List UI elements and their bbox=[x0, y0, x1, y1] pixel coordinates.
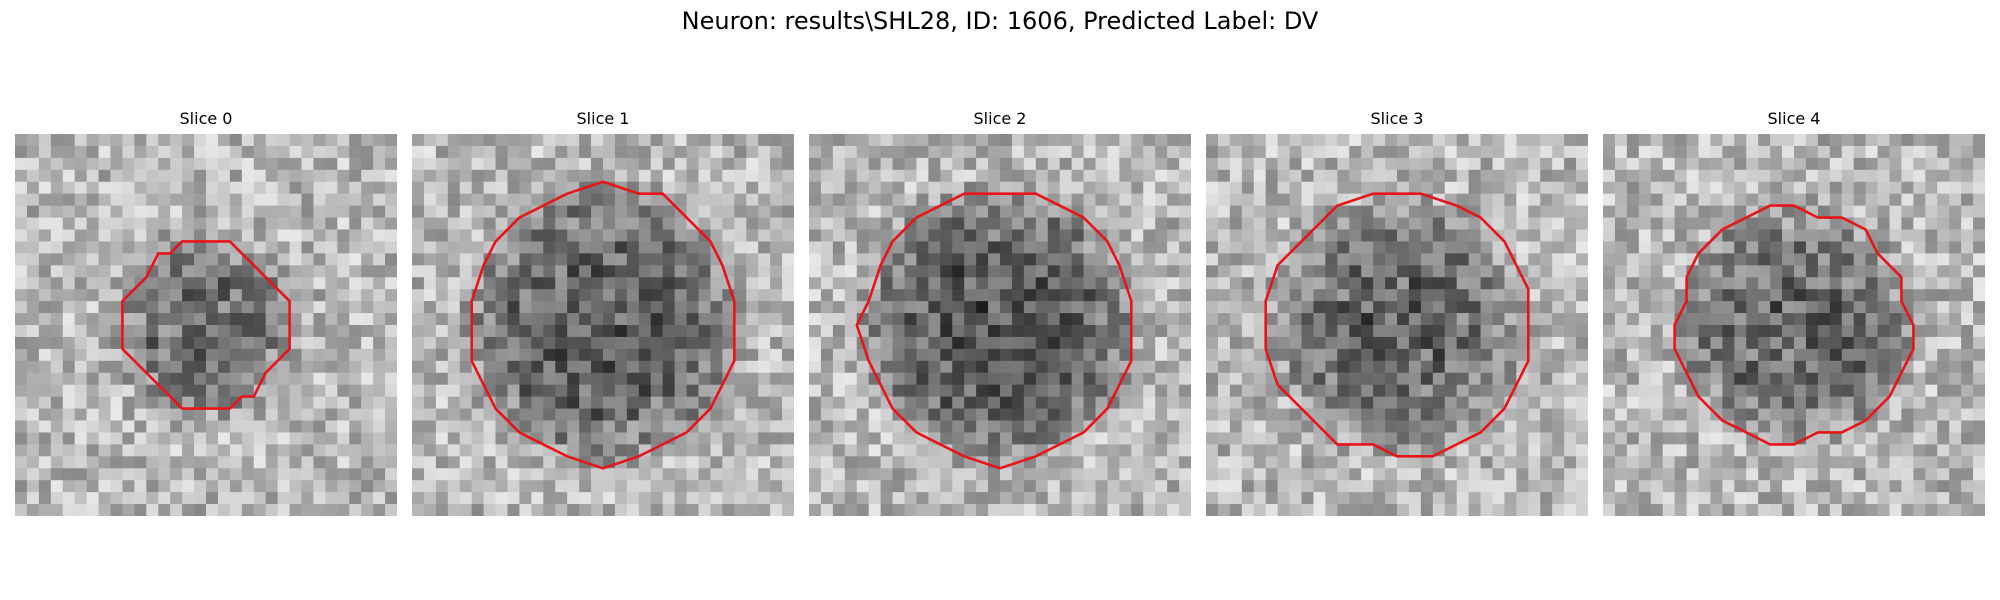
slice-title: Slice 4 bbox=[1767, 109, 1821, 128]
pixel-grid bbox=[1603, 134, 1985, 516]
slice-image bbox=[809, 134, 1191, 516]
pixel-grid bbox=[15, 134, 397, 516]
pixel-grid bbox=[1206, 134, 1588, 516]
slice-image bbox=[1603, 134, 1985, 516]
pixel-grid bbox=[809, 134, 1191, 516]
segmentation-contour bbox=[855, 192, 1133, 470]
figure-title: Neuron: results\SHL28, ID: 1606, Predict… bbox=[681, 7, 1319, 35]
slice-title: Slice 2 bbox=[973, 109, 1027, 128]
segmentation-contour bbox=[121, 240, 291, 410]
slice-image bbox=[15, 134, 397, 516]
slice-panel-3: Slice 3 bbox=[1206, 109, 1588, 519]
slice-image bbox=[412, 134, 794, 516]
slice-image bbox=[1206, 134, 1588, 516]
pixel-grid bbox=[412, 134, 794, 516]
slice-title: Slice 0 bbox=[179, 109, 233, 128]
slice-title: Slice 1 bbox=[576, 109, 630, 128]
segmentation-contour bbox=[1673, 204, 1915, 446]
segmentation-contour bbox=[470, 180, 736, 470]
slice-panel-4: Slice 4 bbox=[1603, 109, 1985, 519]
segmentation-contour bbox=[1264, 192, 1530, 458]
slice-title: Slice 3 bbox=[1370, 109, 1424, 128]
slice-panel-0: Slice 0 bbox=[15, 109, 397, 519]
slice-panel-2: Slice 2 bbox=[809, 109, 1191, 519]
slice-panel-1: Slice 1 bbox=[412, 109, 794, 519]
